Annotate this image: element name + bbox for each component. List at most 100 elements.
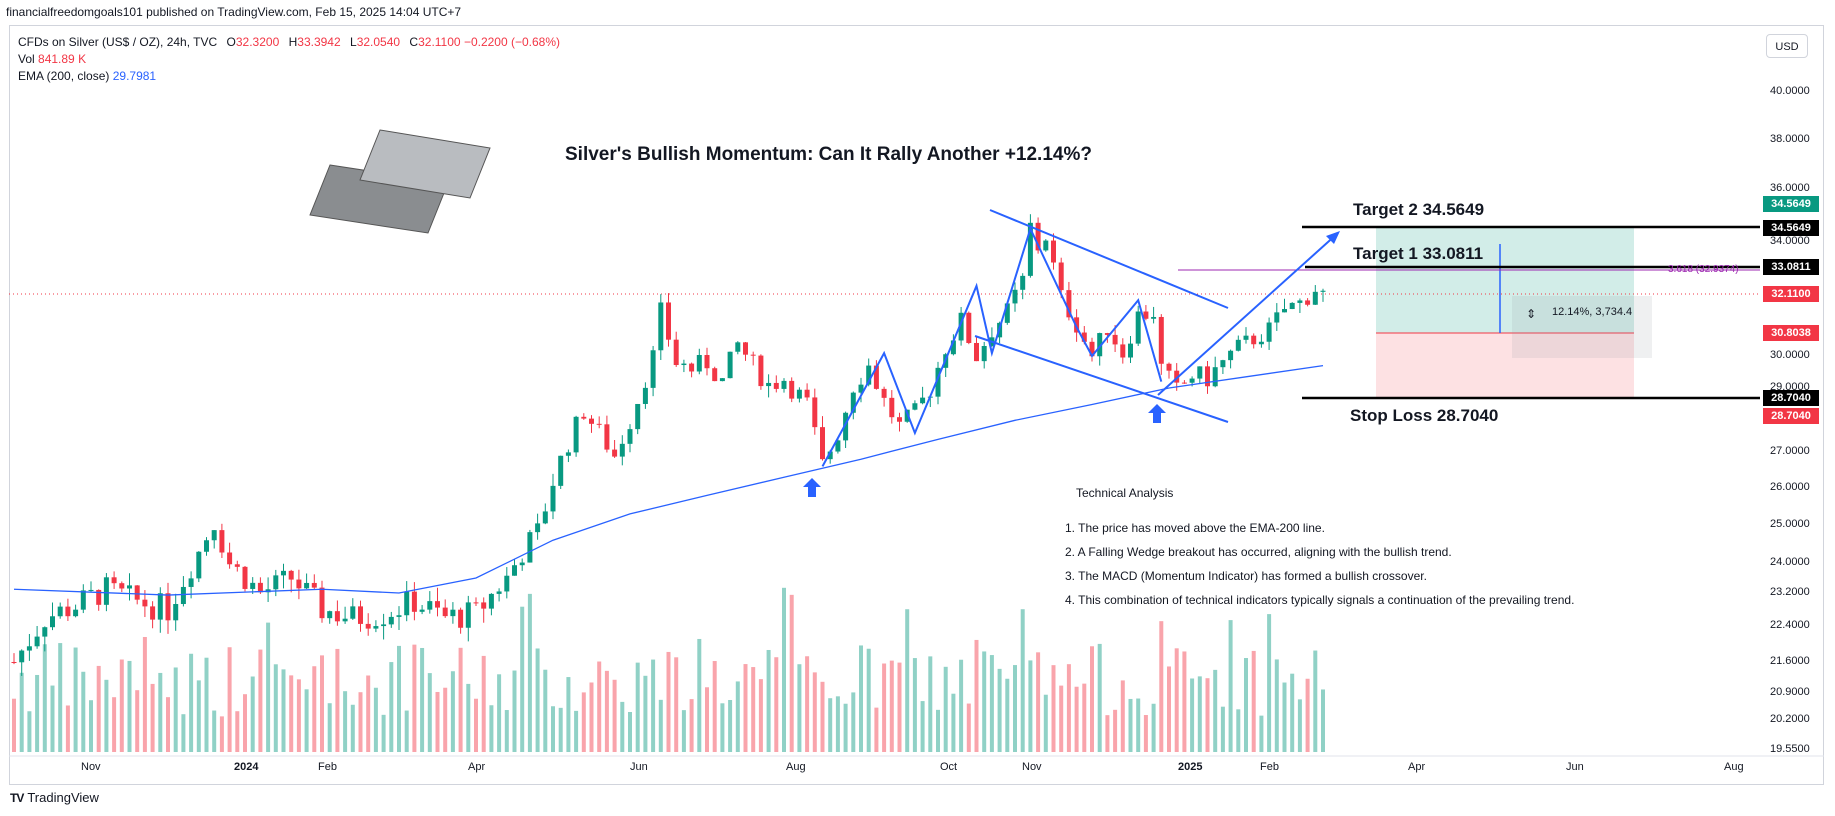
candle-body bbox=[1020, 275, 1026, 290]
candle-body bbox=[950, 340, 956, 355]
candle-body bbox=[1004, 303, 1010, 323]
candle-body bbox=[188, 578, 194, 587]
volume-bar bbox=[982, 651, 987, 752]
candle-body bbox=[427, 601, 433, 610]
candle-body bbox=[1066, 290, 1072, 318]
volume-bar bbox=[427, 673, 432, 752]
candle-body bbox=[50, 616, 55, 628]
volume-bar bbox=[481, 655, 486, 752]
candle-body bbox=[743, 342, 748, 355]
volume-bar bbox=[782, 587, 786, 752]
chart-title: Silver's Bullish Momentum: Can It Rally … bbox=[565, 144, 1092, 165]
volume-bar bbox=[1282, 682, 1287, 752]
volume-bar bbox=[227, 647, 232, 752]
volume-bar bbox=[928, 656, 933, 752]
candle-body bbox=[981, 345, 987, 362]
symbol-name[interactable]: CFDs on Silver (US$ / OZ), 24h, TVC bbox=[18, 35, 218, 49]
ta-item: 1. The price has moved above the EMA-200… bbox=[1065, 521, 1325, 535]
volume-bar bbox=[1136, 698, 1141, 752]
volume-bar bbox=[204, 657, 209, 752]
candle-body bbox=[873, 365, 879, 389]
candle-body bbox=[381, 624, 387, 627]
candle-body bbox=[789, 380, 795, 399]
volume-bar bbox=[658, 699, 663, 752]
candle-body bbox=[974, 342, 979, 362]
candle-body bbox=[1312, 291, 1318, 305]
volume-bar bbox=[35, 674, 40, 752]
price-tag: 33.0811 bbox=[1763, 259, 1819, 275]
candle-body bbox=[589, 418, 594, 424]
volume-bar bbox=[273, 664, 278, 752]
candle-body bbox=[1151, 316, 1157, 319]
candle-body bbox=[1266, 322, 1272, 342]
candle-body bbox=[1305, 300, 1311, 305]
volume-bar bbox=[397, 645, 401, 752]
volume-bar bbox=[912, 658, 917, 752]
candle-body bbox=[304, 582, 310, 589]
volume-bar bbox=[296, 679, 301, 752]
candle-body bbox=[1258, 341, 1264, 345]
volume-bar bbox=[474, 698, 478, 752]
candle-body bbox=[1243, 335, 1249, 340]
candle-body bbox=[843, 412, 849, 441]
tradingview-logo[interactable]: TV bbox=[10, 790, 24, 805]
volume-bar bbox=[805, 656, 810, 752]
chart-frame bbox=[9, 25, 1824, 785]
volume-bar bbox=[19, 672, 24, 752]
candle-body bbox=[26, 646, 32, 651]
candle-body bbox=[180, 586, 186, 605]
candle-body bbox=[735, 342, 741, 352]
candle-body bbox=[804, 389, 810, 398]
candle-body bbox=[65, 606, 71, 617]
volume-bar bbox=[258, 649, 263, 752]
candle-body bbox=[73, 609, 79, 617]
candle-body bbox=[604, 424, 610, 450]
volume-bar bbox=[65, 705, 70, 752]
technical-analysis-box: Technical Analysis 1. The price has move… bbox=[1065, 486, 1574, 617]
candle-body bbox=[319, 587, 325, 619]
volume-bar bbox=[789, 594, 794, 752]
candle-body bbox=[442, 607, 448, 617]
volume-bar bbox=[835, 696, 840, 752]
volume-bar bbox=[404, 710, 409, 752]
candle-body bbox=[496, 591, 502, 594]
candle-body bbox=[1112, 334, 1118, 345]
risk-zone bbox=[1376, 333, 1634, 398]
currency-button[interactable]: USD bbox=[1766, 34, 1808, 58]
candle-body bbox=[1251, 335, 1257, 345]
candle-body bbox=[766, 382, 772, 387]
price-tick-label: 40.0000 bbox=[1770, 85, 1810, 97]
volume-bar bbox=[966, 703, 971, 752]
volume-bar bbox=[1197, 676, 1202, 752]
candle-body bbox=[227, 552, 233, 565]
candle-body bbox=[150, 606, 156, 620]
volume-bar bbox=[720, 703, 725, 752]
volume-bar bbox=[1036, 652, 1041, 752]
volume-label[interactable]: Vol bbox=[18, 52, 35, 66]
candle-body bbox=[512, 565, 517, 576]
candle-body bbox=[1166, 363, 1172, 371]
brand-name[interactable]: TradingView bbox=[27, 790, 99, 805]
candle-body bbox=[1189, 378, 1195, 383]
volume-bar bbox=[27, 711, 32, 752]
candle-body bbox=[1120, 344, 1126, 358]
candle-body bbox=[211, 530, 217, 541]
time-tick-label: Feb bbox=[1260, 761, 1279, 773]
ema-label[interactable]: EMA (200, close) bbox=[18, 69, 110, 83]
change-value: −0.2200 (−0.68%) bbox=[463, 35, 561, 49]
candle-body bbox=[1043, 240, 1049, 251]
price-tick-label: 38.0000 bbox=[1770, 133, 1810, 145]
volume-bar bbox=[243, 694, 247, 752]
price-tick-label: 24.0000 bbox=[1770, 556, 1810, 568]
volume-bar bbox=[504, 710, 509, 752]
open-label: O bbox=[226, 35, 236, 49]
candle-body bbox=[250, 582, 256, 589]
candle-body bbox=[535, 523, 541, 533]
price-tick-label: 23.2000 bbox=[1770, 586, 1810, 598]
volume-bar bbox=[574, 710, 579, 752]
volume-bar bbox=[797, 664, 802, 752]
candle-body bbox=[565, 452, 571, 456]
candle-body bbox=[204, 540, 209, 552]
volume-bar bbox=[543, 669, 548, 752]
